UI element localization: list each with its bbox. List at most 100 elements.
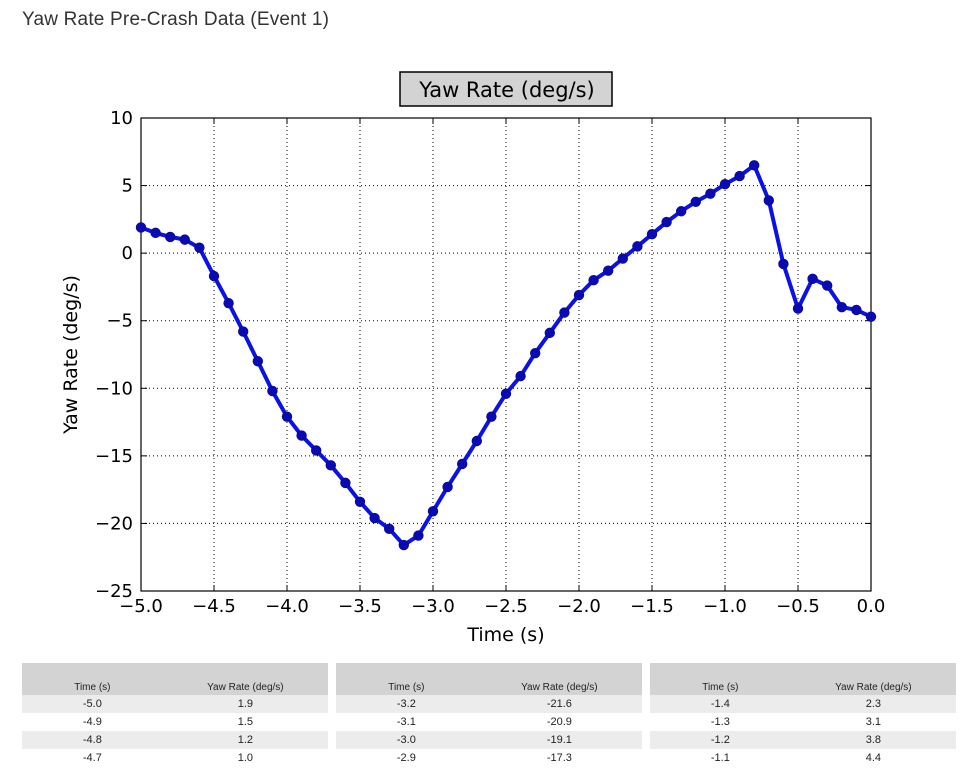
table-row: -1.4 2.3: [650, 695, 956, 713]
x-tick-label: −1.5: [630, 596, 674, 617]
yaw-rate-cell: 2.3: [790, 695, 956, 713]
time-cell: -4.7: [82, 752, 102, 764]
yaw-rate-cell: -21.6: [476, 695, 642, 713]
data-point: [544, 327, 556, 339]
data-point: [281, 411, 293, 422]
yaw-rate-cell: 1.9: [162, 695, 328, 713]
table-row: -1.1 4.4: [650, 749, 956, 767]
y-tick-label: −15: [95, 446, 133, 467]
data-point: [822, 280, 833, 291]
data-point: [792, 303, 804, 314]
y-tick-label: −10: [95, 378, 133, 399]
x-tick-label: −2.5: [484, 596, 528, 617]
x-tick-label: −0.5: [776, 596, 820, 617]
table-row: -4.7 1.0: [22, 749, 328, 767]
data-point: [763, 195, 775, 206]
data-table-1: Time (s) Yaw Rate (deg/s) -5.0 1.9 -4.9 1.5 -4…: [22, 663, 328, 767]
x-tick-label: −3.0: [411, 596, 455, 617]
y-tick-label: −5: [106, 311, 133, 332]
table-row: -5.0 1.9: [22, 695, 328, 713]
table-row: -1.2 3.8: [650, 731, 956, 749]
time-cell: -3.1: [396, 716, 416, 728]
table-row: -3.2 -21.6: [336, 695, 642, 713]
data-point: [851, 304, 862, 316]
x-tick-label: −2.0: [557, 596, 601, 617]
data-point: [676, 206, 687, 217]
data-point: [413, 530, 424, 541]
data-point: [515, 370, 526, 382]
data-point: [603, 265, 614, 276]
data-point: [646, 229, 658, 240]
data-point: [486, 411, 497, 422]
y-tick-label: 10: [110, 108, 133, 129]
y-axis-label: Yaw Rate (deg/s): [60, 275, 82, 435]
data-point: [705, 188, 716, 199]
yaw-rate-cell: 1.0: [237, 752, 254, 764]
yaw-rate-cell: 4.4: [865, 752, 882, 764]
time-cell: -3.2: [336, 695, 477, 713]
x-axis-label: Time (s): [466, 624, 544, 646]
yaw-rate-cell: 1.5: [237, 716, 254, 728]
time-cell: -4.9: [82, 716, 102, 728]
y-tick-label: 5: [122, 176, 133, 197]
data-point: [836, 302, 848, 313]
y-tick-label: −25: [95, 581, 133, 602]
data-point: [807, 273, 818, 285]
yaw-rate-cell: -20.9: [546, 716, 572, 728]
data-point: [252, 356, 263, 367]
data-point: [267, 385, 278, 397]
time-cell: -1.2: [650, 731, 791, 749]
data-point: [734, 170, 745, 182]
data-point: [296, 430, 307, 441]
yaw-rate-column-header: Yaw Rate (deg/s): [476, 663, 642, 695]
data-point: [398, 539, 410, 551]
yaw-rate-cell: -19.1: [476, 731, 642, 749]
data-point: [588, 274, 599, 286]
time-cell: -5.0: [22, 695, 163, 713]
data-point: [865, 311, 877, 322]
data-point: [500, 388, 512, 399]
time-column-header: Time (s): [336, 663, 477, 695]
data-point: [719, 179, 731, 190]
data-point: [573, 289, 585, 301]
data-table-3: Time (s) Yaw Rate (deg/s) -1.4 2.3 -1.3 3.1 -1…: [650, 663, 956, 767]
chart-title: Yaw Rate (deg/s): [418, 78, 594, 102]
x-tick-label: 0.0: [857, 596, 886, 617]
x-tick-label: −4.0: [265, 596, 309, 617]
data-point: [354, 496, 366, 508]
data-point: [311, 445, 322, 456]
time-cell: -1.1: [710, 752, 730, 764]
data-point: [442, 481, 453, 493]
time-cell: -3.0: [336, 731, 477, 749]
data-point: [237, 326, 249, 337]
table-row: -2.9 -17.3: [336, 749, 642, 767]
yaw-rate-cell: 3.1: [865, 716, 882, 728]
y-tick-label: −20: [95, 513, 133, 534]
data-point: [135, 222, 147, 233]
y-tick-label: 0: [122, 243, 133, 264]
data-point: [530, 347, 541, 359]
data-point: [559, 307, 570, 318]
data-point: [384, 523, 395, 535]
data-point: [427, 506, 439, 517]
data-point: [340, 477, 351, 489]
table-row: -3.0 -19.1: [336, 731, 642, 749]
data-point: [749, 160, 760, 171]
table-row: -4.9 1.5: [22, 713, 328, 731]
yaw-rate-cell: 1.2: [162, 731, 328, 749]
data-table-2: Time (s) Yaw Rate (deg/s) -3.2 -21.6 -3.1 -20…: [336, 663, 642, 767]
data-point: [325, 460, 337, 471]
x-tick-label: −4.5: [192, 596, 236, 617]
time-cell: -2.9: [396, 752, 416, 764]
yaw-rate-cell: -17.3: [546, 752, 572, 764]
time-column-header: Time (s): [22, 663, 163, 695]
data-point: [617, 253, 629, 264]
data-point: [471, 435, 483, 447]
data-point: [194, 242, 205, 253]
x-tick-label: −5.0: [119, 596, 163, 617]
time-column-header: Time (s): [650, 663, 791, 695]
data-point: [632, 241, 643, 252]
yaw-rate-cell: 3.8: [790, 731, 956, 749]
table-row: -4.8 1.2: [22, 731, 328, 749]
time-cell: -4.8: [22, 731, 163, 749]
